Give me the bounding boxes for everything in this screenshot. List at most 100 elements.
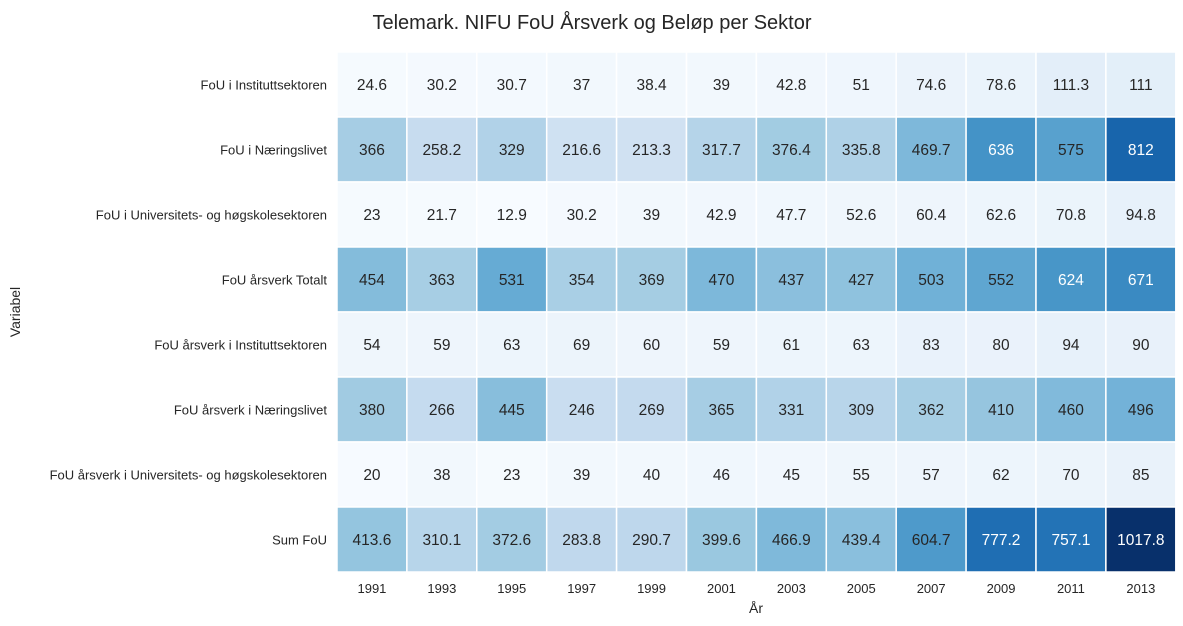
- cell-value-label: 439.4: [842, 532, 881, 549]
- column-tick-labels: 1991 1993 1995 1997 1999 2001 2003 2005 2007 2009…: [357, 581, 1155, 596]
- cell-value-label: 83: [923, 337, 940, 354]
- cell-value-label: 23: [363, 207, 380, 224]
- x-axis-label: År: [749, 600, 763, 616]
- heatmap-cell: [476, 246, 548, 313]
- cell-value-label: 624: [1058, 272, 1084, 289]
- column-tick-label: 1995: [497, 581, 526, 596]
- cell-value-label: 94: [1062, 337, 1080, 354]
- heatmap-cell: [1105, 51, 1177, 118]
- cell-value-label: 427: [848, 272, 874, 289]
- cell-value-label: 362: [918, 402, 944, 419]
- cell-value-label: 46: [713, 467, 730, 484]
- cell-value-label: 372.6: [492, 532, 531, 549]
- cell-value-label: 39: [573, 467, 590, 484]
- cell-value-label: 469.7: [912, 142, 951, 159]
- cell-value-label: 85: [1132, 467, 1149, 484]
- cell-value-label: 45: [783, 467, 800, 484]
- row-tick-label: FoU i Universitets- og høgskolesektoren: [96, 208, 327, 223]
- cell-value-label: 290.7: [632, 532, 671, 549]
- cell-value-label: 12.9: [497, 207, 527, 224]
- heatmap-cell: [615, 311, 688, 378]
- cell-value-label: 60: [643, 337, 661, 354]
- heatmap-cell: [825, 506, 897, 573]
- heatmap-cell: [965, 246, 1037, 313]
- cell-value-label: 30.2: [427, 77, 457, 94]
- heatmap-cell: [755, 181, 828, 248]
- cell-value-label: 59: [713, 337, 730, 354]
- y-axis-label: Variabel: [7, 287, 23, 337]
- heatmap-cell: [685, 376, 758, 443]
- cell-value-label: 90: [1132, 337, 1150, 354]
- cell-value-label: 552: [988, 272, 1014, 289]
- heatmap-cell: [685, 51, 758, 118]
- heatmap-cell: [825, 116, 897, 183]
- cell-value-label: 24.6: [357, 77, 387, 94]
- heatmap-cell: [545, 376, 618, 443]
- cell-value-label: 20: [363, 467, 381, 484]
- heatmap-cell: [406, 441, 478, 508]
- heatmap-cell: [755, 246, 828, 313]
- cell-value-label: 496: [1128, 402, 1154, 419]
- heatmap-cell: [755, 506, 828, 573]
- heatmap-cell: [615, 441, 688, 508]
- heatmap-cell: [545, 116, 618, 183]
- cell-value-label: 63: [853, 337, 870, 354]
- cell-value-label: 39: [643, 207, 660, 224]
- cell-value-label: 317.7: [702, 142, 741, 159]
- cell-value-label: 671: [1128, 272, 1154, 289]
- cell-value-label: 23: [503, 467, 520, 484]
- heatmap-cell: [336, 311, 408, 378]
- row-tick-label: FoU i Instituttsektoren: [201, 78, 327, 93]
- heatmap-cell: [406, 116, 478, 183]
- cell-value-label: 52.6: [846, 207, 876, 224]
- heatmap-cell: [615, 181, 688, 248]
- column-tick-label: 2005: [847, 581, 876, 596]
- heatmap-cell: [895, 246, 967, 313]
- heatmap-cell: [476, 181, 548, 248]
- heatmap-cell: [685, 116, 758, 183]
- heatmap-cells: [336, 51, 1177, 573]
- heatmap-cell: [755, 441, 828, 508]
- column-tick-label: 1997: [567, 581, 596, 596]
- heatmap-cell: [755, 116, 828, 183]
- heatmap-cell: [825, 376, 897, 443]
- cell-value-label: 39: [713, 77, 730, 94]
- heatmap-cell: [965, 441, 1037, 508]
- row-tick-label: FoU i Næringslivet: [220, 143, 327, 158]
- heatmap-cell: [615, 116, 688, 183]
- row-tick-label: FoU årsverk i Næringslivet: [174, 403, 328, 418]
- row-tick-label: Sum FoU: [272, 533, 327, 548]
- heatmap-cell: [965, 376, 1037, 443]
- heatmap-cell: [336, 246, 408, 313]
- cell-value-label: 216.6: [562, 142, 601, 159]
- cell-value-label: 445: [499, 402, 525, 419]
- cell-value-label: 636: [988, 142, 1014, 159]
- heatmap-cell: [545, 441, 618, 508]
- column-tick-label: 2003: [777, 581, 806, 596]
- heatmap-cell: [545, 506, 618, 573]
- heatmap-cell: [1035, 441, 1107, 508]
- cell-value-label: 30.7: [497, 77, 527, 94]
- column-tick-label: 2011: [1057, 581, 1085, 596]
- heatmap-cell: [895, 116, 967, 183]
- cell-value-label: 42.8: [776, 77, 806, 94]
- cell-value-label: 354: [569, 272, 595, 289]
- cell-value-label: 40: [643, 467, 661, 484]
- heatmap-cell: [336, 441, 408, 508]
- column-tick-label: 1993: [427, 581, 456, 596]
- cell-value-label: 30.2: [567, 207, 597, 224]
- cell-value-label: 310.1: [422, 532, 461, 549]
- cell-value-label: 1017.8: [1117, 532, 1164, 549]
- cell-value-label: 335.8: [842, 142, 881, 159]
- heatmap-cell: [476, 311, 548, 378]
- cell-value-label: 38: [433, 467, 450, 484]
- cell-value-label: 366: [359, 142, 385, 159]
- cell-value-label: 363: [429, 272, 455, 289]
- cell-value-label: 309: [848, 402, 874, 419]
- row-tick-label: FoU årsverk i Instituttsektoren: [154, 338, 327, 353]
- heatmap-cell: [406, 51, 478, 118]
- heatmap-cell: [1105, 181, 1177, 248]
- heatmap-cell: [1105, 376, 1177, 443]
- cell-value-label: 61: [783, 337, 800, 354]
